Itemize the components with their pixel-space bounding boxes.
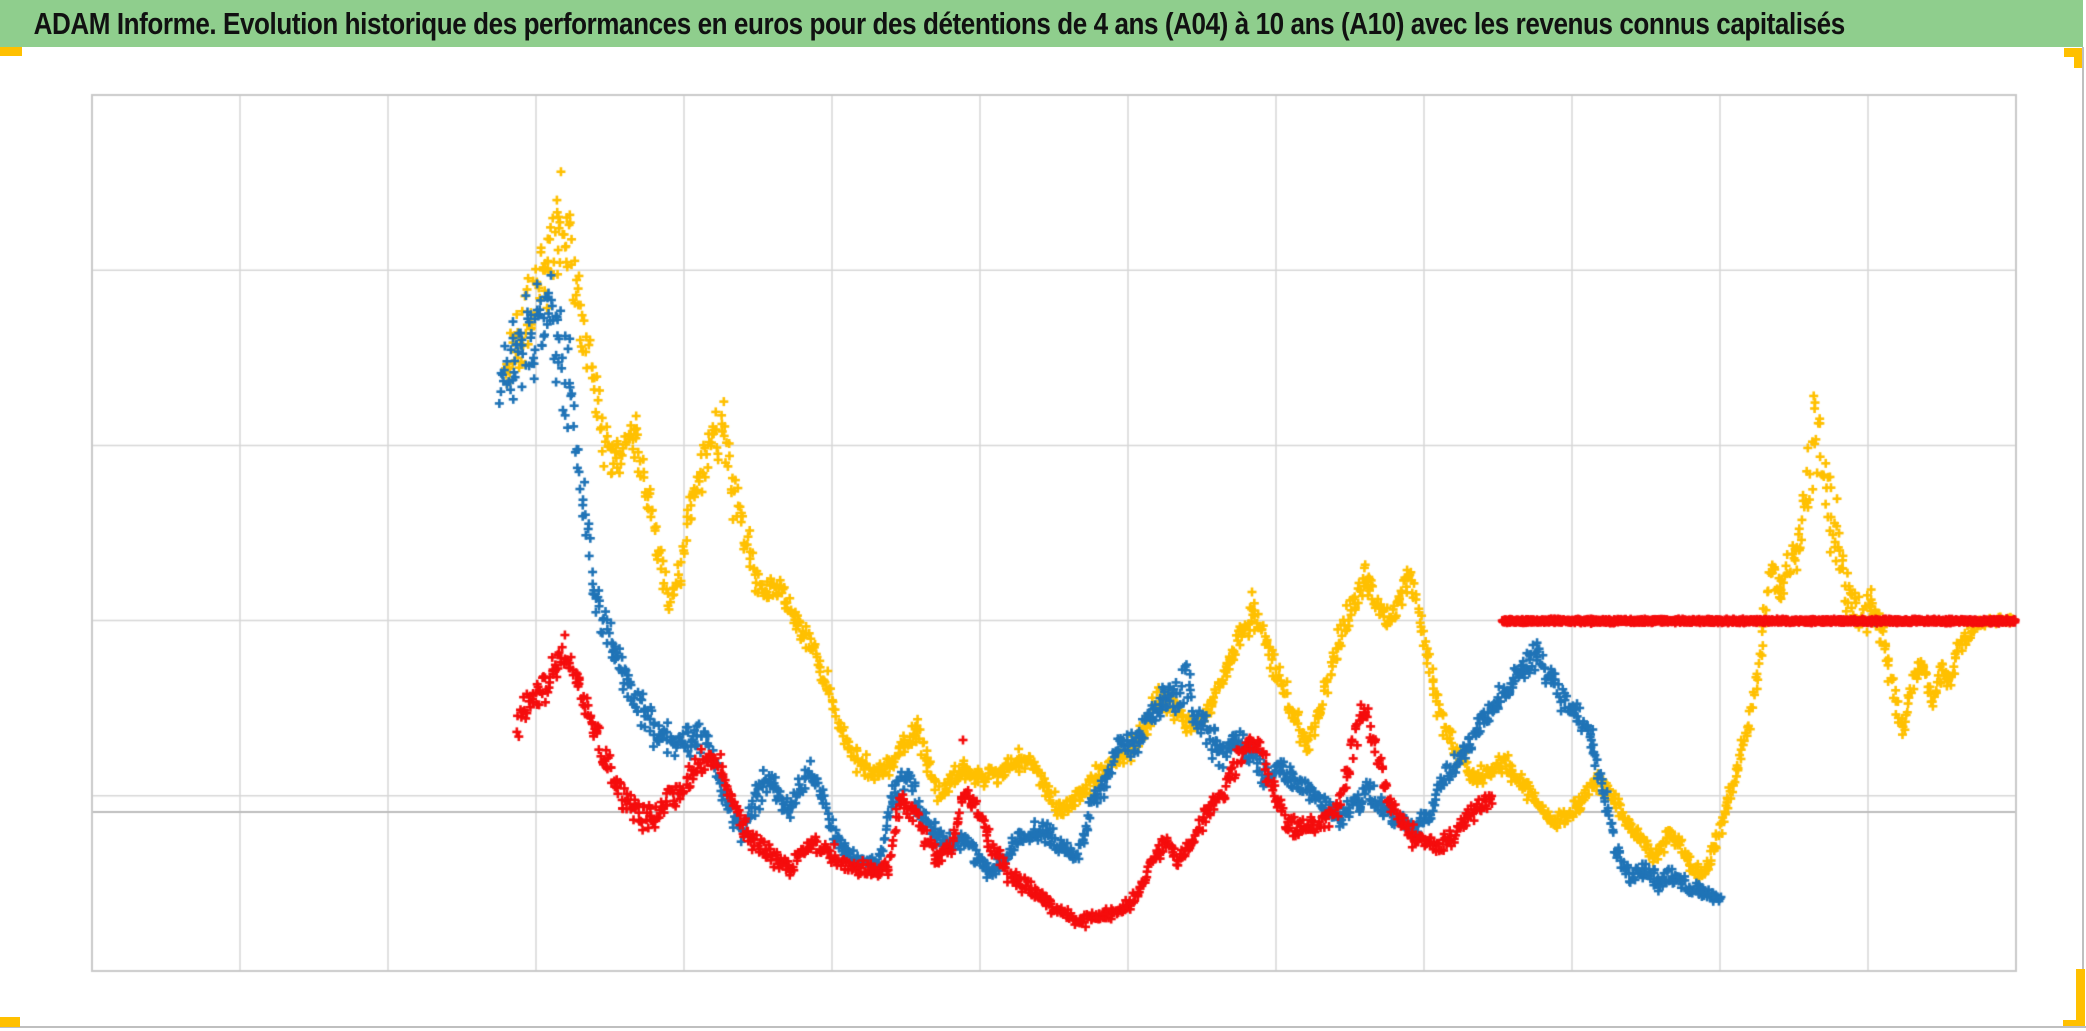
selection-corner-top-right-vertical <box>2074 48 2083 68</box>
selection-handle-bottom-left <box>0 1017 20 1027</box>
selection-bar-bottom-right <box>2076 969 2085 1028</box>
page-title: ADAM Informe. Evolution historique des p… <box>33 5 1846 41</box>
selection-corner-bottom-right <box>2063 1020 2085 1028</box>
title-bar: ADAM Informe. Evolution historique des p… <box>0 0 2083 47</box>
sheet-bottom-border <box>0 1026 2086 1028</box>
chart-area[interactable] <box>0 47 2086 1031</box>
performance-scatter-canvas[interactable] <box>0 47 2086 1031</box>
selection-corner-top-right <box>2064 48 2083 57</box>
selection-handle-top-left <box>0 47 22 56</box>
sheet-column-divider <box>2082 47 2084 1028</box>
